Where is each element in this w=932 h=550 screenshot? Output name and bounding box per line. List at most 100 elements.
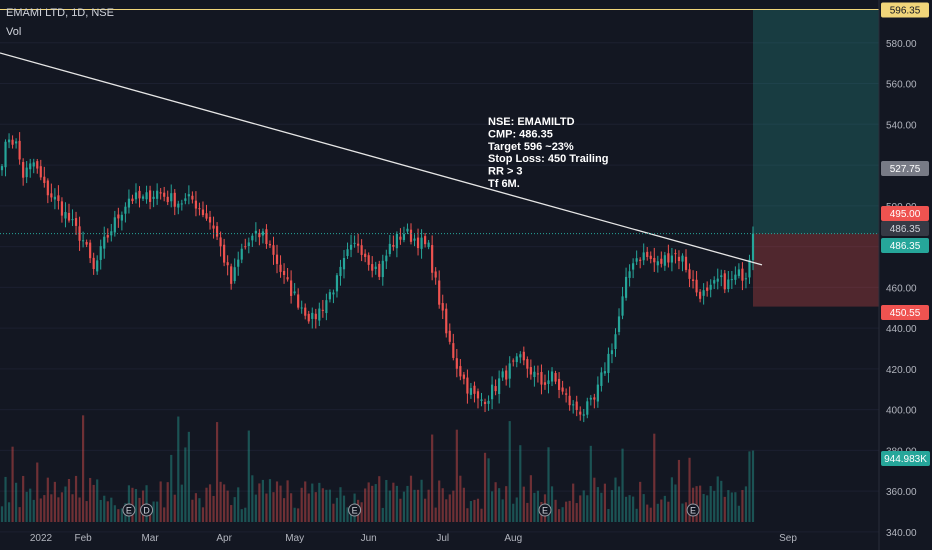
volume-bar: [621, 448, 624, 522]
candle: [388, 234, 391, 257]
volume-bar: [187, 431, 190, 522]
candle: [490, 376, 494, 410]
volume-bar: [67, 479, 71, 522]
volume-value-box: [881, 451, 930, 466]
candle-body: [57, 195, 60, 201]
volume-bar: [490, 491, 494, 522]
candle-body: [656, 261, 659, 266]
volume-bar: [741, 490, 744, 522]
candle-body: [635, 258, 638, 262]
candle: [494, 379, 497, 396]
candle: [127, 189, 131, 214]
candle: [515, 353, 518, 368]
volume-bar: [385, 479, 388, 522]
candle-body: [646, 251, 649, 257]
candle: [624, 267, 628, 301]
candle-body: [639, 259, 642, 261]
candle-body: [82, 240, 85, 242]
volume-bar: [177, 416, 180, 522]
candle: [709, 279, 712, 298]
volume-bar: [180, 484, 183, 522]
candle-body: [462, 374, 465, 379]
volume-bar: [50, 494, 53, 522]
candle-body: [554, 373, 557, 382]
candle-body: [424, 236, 427, 245]
volume-bar: [74, 475, 78, 522]
candle: [469, 383, 473, 399]
candle-body: [388, 243, 391, 255]
candle: [293, 283, 296, 296]
time-axis[interactable]: 2022 Feb Mar Apr May Jun Jul Aug Sep: [30, 533, 797, 544]
volume-bar: [441, 488, 444, 522]
volume-bar: [233, 497, 236, 522]
volume-bar: [734, 492, 737, 522]
volume-bar: [469, 501, 473, 522]
candle: [173, 189, 176, 216]
candle: [374, 261, 377, 275]
candle-body: [748, 259, 751, 278]
candle-body: [498, 378, 501, 394]
volume-bar: [593, 477, 596, 522]
candle-body: [240, 248, 243, 260]
candle: [385, 249, 388, 270]
candle: [141, 194, 145, 201]
volume-bar: [466, 508, 469, 522]
candle-body: [399, 236, 402, 240]
candle-body: [223, 244, 226, 263]
candle-body: [582, 414, 585, 416]
volume-bar: [268, 479, 272, 522]
candle-body: [103, 236, 106, 249]
candle: [691, 270, 695, 289]
time-tick-label: Mar: [141, 533, 159, 544]
volume-bar: [378, 476, 381, 522]
volume-bar: [286, 480, 289, 522]
candle-body: [434, 271, 437, 278]
candle-body: [589, 397, 592, 400]
candle-body: [702, 290, 705, 296]
candle: [258, 229, 261, 246]
volume-bar: [113, 505, 116, 522]
candles: [0, 132, 755, 423]
candle: [554, 370, 557, 385]
event-marker-label: D: [143, 506, 150, 516]
candle: [579, 406, 582, 421]
candle-body: [533, 371, 536, 378]
candle: [159, 188, 162, 200]
candle-body: [304, 307, 307, 316]
candle-body: [251, 235, 254, 241]
candle: [357, 233, 360, 253]
volume-bar: [275, 481, 279, 522]
candle: [656, 255, 659, 273]
candle: [434, 267, 437, 285]
volume-bar: [215, 422, 219, 522]
volume-bar: [152, 501, 155, 522]
candle-body: [364, 253, 367, 257]
candle: [565, 388, 568, 403]
candle-body: [459, 366, 462, 377]
volume-bar: [607, 509, 610, 522]
volume-bar: [297, 508, 300, 522]
volume-bar: [99, 499, 102, 522]
candle-body: [191, 195, 194, 200]
time-tick-label: 2022: [30, 533, 53, 544]
volume-bar: [709, 486, 712, 522]
candle: [226, 255, 229, 276]
volume-bar: [22, 475, 25, 522]
candle: [265, 224, 268, 249]
trendline[interactable]: [0, 52, 763, 266]
candle: [586, 397, 589, 419]
candle-body: [385, 255, 388, 262]
volume-bar: [134, 489, 138, 522]
volume-bar: [223, 484, 226, 522]
volume-bar: [716, 476, 719, 522]
candle-body: [607, 353, 610, 373]
candle: [64, 202, 67, 228]
volume-bar: [191, 499, 194, 522]
candle-body: [487, 400, 490, 404]
volume-bar: [314, 492, 317, 522]
candle: [113, 210, 116, 237]
candle: [720, 269, 723, 287]
candle-body: [74, 218, 78, 226]
